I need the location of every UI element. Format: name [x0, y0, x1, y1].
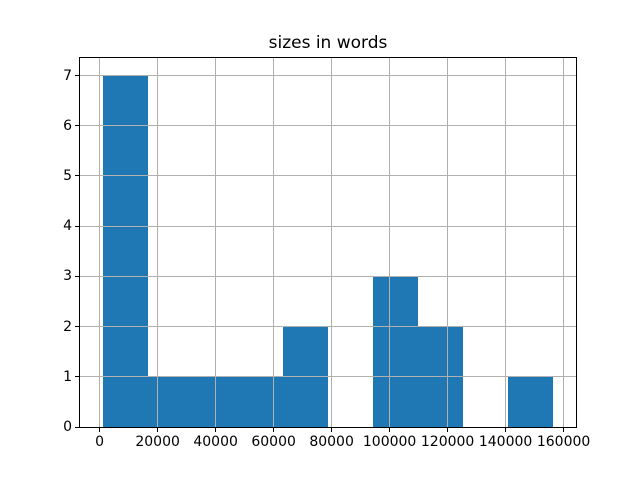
y-tick-mark — [75, 175, 79, 177]
x-tick-mark — [99, 428, 101, 432]
x-tick-mark — [215, 428, 217, 432]
histogram-bar — [147, 376, 193, 427]
x-gridline — [563, 58, 565, 427]
y-gridline — [80, 225, 576, 227]
x-tick-label: 40000 — [193, 434, 238, 450]
x-tick-label: 0 — [95, 434, 105, 450]
y-tick-label: 3 — [63, 268, 72, 285]
y-tick-mark — [75, 426, 79, 428]
x-tick-mark — [563, 428, 565, 432]
y-tick-mark — [75, 225, 79, 227]
chart-title: sizes in words — [268, 33, 388, 53]
x-tick-label: 80000 — [309, 434, 354, 450]
x-tick-label: 20000 — [135, 434, 180, 450]
x-tick-mark — [331, 428, 333, 432]
x-tick-label: 160000 — [536, 434, 591, 450]
x-gridline — [215, 58, 217, 427]
y-tick-label: 0 — [63, 419, 72, 435]
x-tick-mark — [505, 428, 507, 432]
histogram-bar — [373, 276, 419, 427]
y-tick-mark — [75, 75, 79, 77]
y-gridline — [80, 376, 576, 378]
plot-border — [79, 57, 577, 428]
y-gridline — [80, 326, 576, 328]
y-gridline — [80, 125, 576, 127]
y-tick-label: 4 — [63, 218, 72, 235]
y-tick-label: 2 — [63, 318, 72, 335]
x-tick-label: 100000 — [362, 434, 417, 450]
y-tick-mark — [75, 376, 79, 378]
x-tick-mark — [157, 428, 159, 432]
y-tick-label: 1 — [63, 368, 72, 385]
x-tick-mark — [447, 428, 449, 432]
x-gridline — [389, 58, 391, 427]
x-gridline — [273, 58, 275, 427]
y-gridline — [80, 75, 576, 77]
x-tick-label: 60000 — [251, 434, 296, 450]
x-gridline — [447, 58, 449, 427]
y-tick-label: 6 — [63, 117, 72, 134]
y-tick-label: 5 — [63, 167, 72, 184]
x-gridline — [505, 58, 507, 427]
y-tick-label: 7 — [63, 67, 72, 84]
x-tick-mark — [273, 428, 275, 432]
y-tick-mark — [75, 326, 79, 328]
x-gridline — [331, 58, 333, 427]
histogram-bar — [508, 376, 554, 427]
x-tick-mark — [389, 428, 391, 432]
y-tick-mark — [75, 125, 79, 127]
x-gridline — [157, 58, 159, 427]
histogram-bar — [102, 75, 148, 427]
x-gridline — [99, 58, 101, 427]
y-gridline — [80, 275, 576, 277]
y-tick-mark — [75, 275, 79, 277]
y-gridline — [80, 175, 576, 177]
x-tick-label: 120000 — [420, 434, 475, 450]
y-gridline — [80, 426, 576, 428]
histogram-bar — [237, 376, 283, 427]
x-tick-label: 140000 — [478, 434, 533, 450]
